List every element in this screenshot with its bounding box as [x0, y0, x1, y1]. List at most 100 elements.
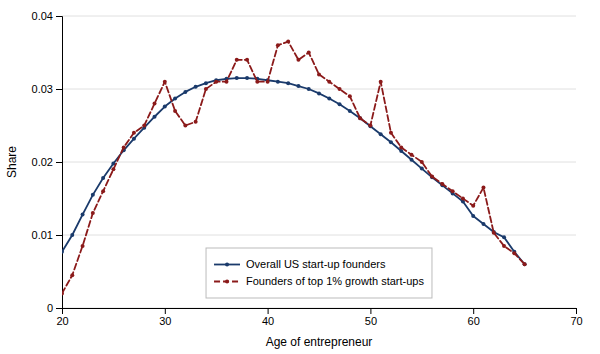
point: [81, 244, 85, 248]
legend-item: Founders of top 1% growth start-ups: [214, 275, 424, 287]
tick-label: 0.04: [32, 10, 53, 22]
point: [204, 81, 208, 85]
chart: 20 30 40 50 60 70 0 0.01 0.02 0.03 0.04 Age of entr…: [0, 0, 600, 354]
point: [163, 80, 167, 84]
point: [235, 58, 239, 62]
point: [132, 131, 136, 135]
point: [286, 81, 290, 85]
point: [307, 87, 311, 91]
point: [70, 273, 74, 277]
point: [296, 84, 300, 88]
tick-label: 0.02: [32, 156, 53, 168]
tick-mark: [268, 308, 269, 314]
legend: Overall US start-up foundersFounders of …: [206, 248, 432, 298]
tick-label: 50: [365, 315, 377, 327]
point: [214, 80, 218, 84]
x-axis: 20 30 40 50 60 70: [56, 308, 582, 327]
point: [194, 85, 198, 89]
point: [255, 80, 259, 84]
point: [502, 235, 506, 239]
point: [471, 204, 475, 208]
point: [296, 58, 300, 62]
point: [348, 109, 352, 113]
series-line: [62, 78, 525, 264]
tick-mark: [165, 308, 166, 314]
point: [523, 262, 527, 266]
point: [91, 211, 95, 215]
grid: [62, 16, 576, 308]
point: [358, 116, 362, 120]
tick: 0.03: [32, 83, 62, 95]
point: [245, 58, 249, 62]
point: [368, 124, 372, 128]
point: [122, 145, 126, 149]
tick-mark: [56, 16, 62, 17]
point: [389, 140, 393, 144]
tick-label: 20: [56, 315, 68, 327]
point: [317, 72, 321, 76]
point: [471, 214, 475, 218]
tick-mark: [56, 89, 62, 90]
point: [430, 175, 434, 179]
point: [276, 80, 280, 84]
point: [307, 51, 311, 55]
tick-label: 0: [47, 302, 53, 314]
point: [266, 80, 270, 84]
tick: 50: [365, 308, 377, 327]
axis-line: [56, 17, 63, 309]
tick-mark: [56, 308, 62, 309]
point: [276, 43, 280, 47]
point: [481, 186, 485, 190]
point: [153, 102, 157, 106]
chart-container: 20 30 40 50 60 70 0 0.01 0.02 0.03 0.04 Age of entr…: [0, 0, 600, 354]
point: [142, 124, 146, 128]
point: [410, 158, 414, 162]
point: [81, 213, 85, 217]
tick-label: 30: [159, 315, 171, 327]
point: [368, 124, 372, 128]
point: [440, 182, 444, 186]
tick: 0.01: [32, 229, 62, 241]
tick-mark: [56, 235, 62, 236]
point: [389, 131, 393, 135]
point: [183, 90, 187, 94]
x-axis-title: Age of entrepreneur: [266, 335, 373, 349]
point: [204, 87, 208, 91]
grid-line: [62, 89, 576, 90]
point: [163, 105, 167, 109]
point: [492, 231, 496, 235]
point: [317, 91, 321, 95]
point: [111, 167, 115, 171]
tick-mark: [576, 308, 577, 314]
tick: 60: [468, 308, 480, 327]
grid-line: [62, 162, 576, 163]
point: [70, 233, 74, 237]
point: [481, 222, 485, 226]
tick: 20: [56, 308, 68, 327]
point: [430, 175, 434, 179]
tick: 30: [159, 308, 171, 327]
point: [451, 189, 455, 193]
tick-label: 40: [262, 315, 274, 327]
tick-mark: [473, 308, 474, 314]
point: [461, 197, 465, 201]
point: [173, 109, 177, 113]
point: [358, 116, 362, 120]
point: [327, 80, 331, 84]
y-axis: 0 0.01 0.02 0.03 0.04: [32, 10, 63, 314]
tick-label: 0.01: [32, 229, 53, 241]
point: [348, 94, 352, 98]
point: [410, 153, 414, 157]
point: [523, 262, 527, 266]
tick-mark: [370, 308, 371, 314]
tick-label: 60: [468, 315, 480, 327]
tick-label: 70: [570, 315, 582, 327]
point: [399, 145, 403, 149]
legend-label: Founders of top 1% growth start-ups: [246, 275, 424, 287]
point: [62, 291, 64, 295]
grid-line: [62, 16, 576, 17]
tick-mark: [56, 162, 62, 163]
point: [183, 124, 187, 128]
point: [512, 251, 516, 255]
point: [420, 160, 424, 164]
